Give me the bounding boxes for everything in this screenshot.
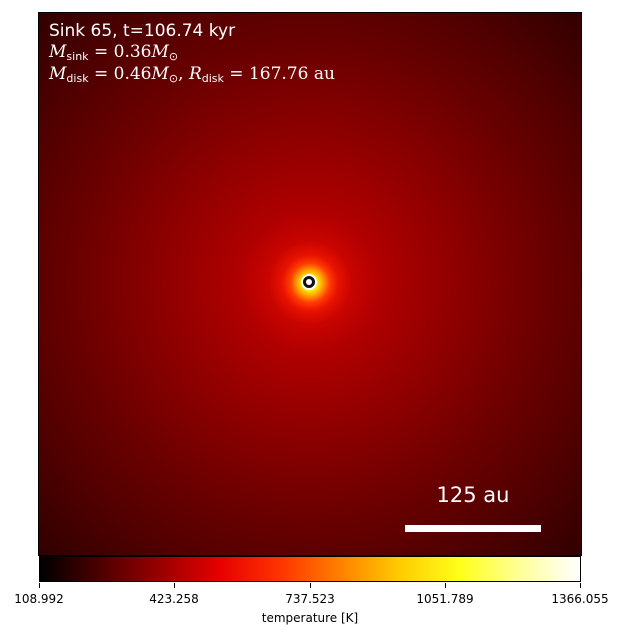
disk-radius-symbol: R xyxy=(188,64,202,84)
colorbar-tick-label: 1366.055 xyxy=(551,592,609,606)
disk-mass-unit-sub: ⊙ xyxy=(168,72,179,85)
colorbar xyxy=(39,556,581,582)
colorbar-tick-label: 737.523 xyxy=(285,592,335,606)
scale-bar-label: 125 au xyxy=(436,483,510,507)
disk-radius-subscript: disk xyxy=(201,72,224,85)
disk-mass-equals: = xyxy=(88,64,114,84)
sink-time-text: Sink 65, t=106.74 kyr xyxy=(49,21,236,41)
colorbar-tick-mark xyxy=(310,583,311,588)
disk-props-label: Mdisk = 0.46M⊙, Rdisk = 167.76 au xyxy=(49,64,335,89)
disk-mass-subscript: disk xyxy=(66,72,89,85)
sink-mass-symbol: M xyxy=(49,42,67,62)
disk-mass-symbol: M xyxy=(49,64,67,84)
sink-mass-equals: = xyxy=(88,42,114,62)
disk-radius-value: 167.76 xyxy=(248,64,309,84)
temperature-map: Sink 65, t=106.74 kyr Msink = 0.36M⊙ Mdi… xyxy=(38,12,582,556)
disk-separator: , xyxy=(178,64,189,84)
sink-mass-label: Msink = 0.36M⊙ xyxy=(49,42,178,67)
sink-time-label: Sink 65, t=106.74 kyr xyxy=(49,21,235,41)
disk-mass-value: 0.46 xyxy=(113,64,152,84)
colorbar-tick-mark xyxy=(39,583,40,588)
disk-mass-unit: M xyxy=(151,64,169,84)
sink-marker-icon xyxy=(303,276,315,288)
disk-radius-unit: au xyxy=(308,64,335,84)
colorbar-tick-label: 108.992 xyxy=(14,592,64,606)
sink-mass-unit: M xyxy=(151,42,169,62)
colorbar-tick-label: 1051.789 xyxy=(416,592,474,606)
colorbar-title: temperature [K] xyxy=(261,611,359,625)
colorbar-tick-label: 423.258 xyxy=(149,592,199,606)
sink-mass-unit-sub: ⊙ xyxy=(168,50,179,63)
scale-bar xyxy=(405,525,541,532)
colorbar-tick-mark xyxy=(445,583,446,588)
disk-radius-equals: = xyxy=(223,64,249,84)
colorbar-tick-mark xyxy=(580,583,581,588)
sink-mass-subscript: sink xyxy=(66,50,89,63)
colorbar-tick-mark xyxy=(174,583,175,588)
sink-mass-value: 0.36 xyxy=(113,42,152,62)
